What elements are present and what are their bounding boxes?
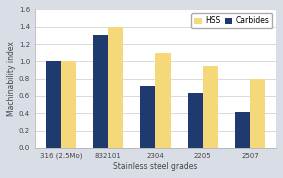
Bar bbox=[250, 79, 265, 148]
Legend: HSS, Carbides: HSS, Carbides bbox=[191, 13, 272, 28]
X-axis label: Stainless steel grades: Stainless steel grades bbox=[113, 162, 198, 171]
Bar bbox=[235, 112, 250, 148]
Bar bbox=[46, 61, 61, 148]
Bar bbox=[188, 93, 203, 148]
Bar bbox=[203, 66, 218, 148]
Y-axis label: Machinability index: Machinability index bbox=[7, 41, 16, 116]
Bar bbox=[140, 86, 155, 148]
Bar bbox=[93, 35, 108, 148]
Bar bbox=[61, 61, 76, 148]
Bar bbox=[108, 27, 123, 148]
Bar bbox=[155, 53, 171, 148]
